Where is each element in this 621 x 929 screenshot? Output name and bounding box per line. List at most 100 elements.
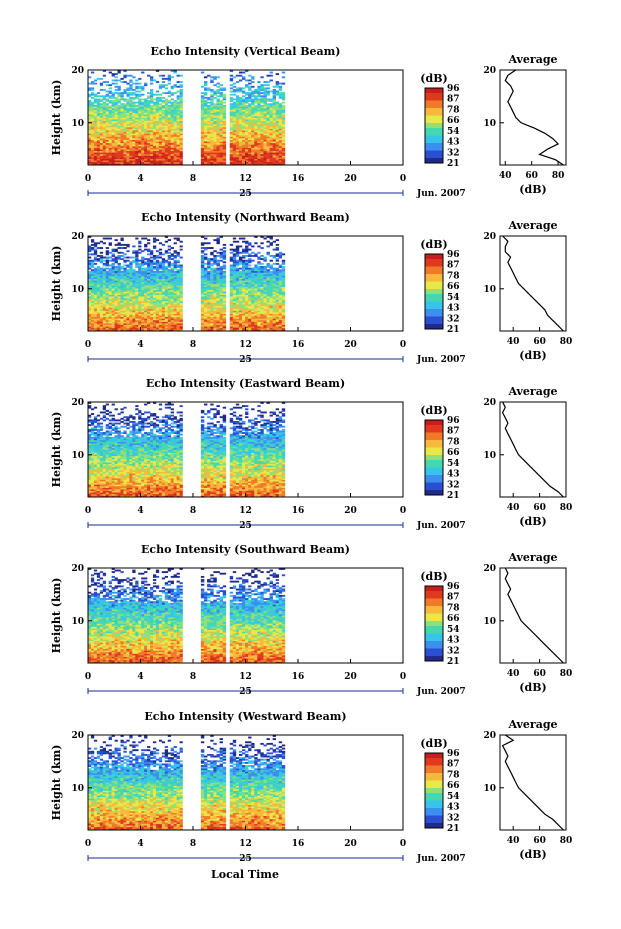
- heatmap-cell: [266, 134, 270, 137]
- heatmap-cell: [155, 250, 160, 253]
- heatmap-cell: [126, 326, 130, 329]
- heatmap-cell: [114, 85, 118, 88]
- x-tick-label: 0: [85, 174, 91, 184]
- heatmap-cell: [278, 131, 283, 134]
- heatmap-cell: [161, 114, 166, 117]
- heatmap-cell: [176, 90, 180, 93]
- heatmap-cell: [129, 79, 133, 82]
- heatmap-cell: [138, 161, 142, 164]
- heatmap-cell: [105, 103, 109, 106]
- heatmap-cell: [117, 157, 121, 159]
- heatmap-cell: [179, 100, 183, 102]
- heatmap-cell: [269, 131, 273, 134]
- heatmap-cell: [129, 85, 133, 88]
- heatmap-cell: [135, 319, 139, 322]
- heatmap-cell: [90, 326, 95, 329]
- heatmap-cell: [260, 152, 264, 155]
- heatmap-cell: [173, 163, 177, 166]
- heatmap-cell: [102, 122, 107, 125]
- heatmap-cell: [96, 130, 101, 133]
- heatmap-cell: [222, 133, 227, 136]
- heatmap-cell: [93, 157, 98, 159]
- heatmap-cell: [242, 127, 246, 129]
- heatmap-cell: [219, 141, 223, 144]
- heatmap-cell: [141, 321, 145, 324]
- heatmap-cell: [263, 142, 267, 145]
- heatmap-cell: [135, 131, 139, 134]
- heatmap-cell: [150, 114, 154, 117]
- heatmap-cell: [129, 153, 133, 156]
- heatmap-cell: [152, 130, 157, 133]
- heatmap-cell: [161, 112, 166, 115]
- heatmap-cell: [248, 117, 252, 120]
- heatmap-cell: [123, 147, 127, 150]
- heatmap-cell: [126, 163, 130, 166]
- heatmap-cell: [266, 147, 270, 150]
- heatmap-cell: [129, 139, 133, 142]
- heatmap-cell: [135, 82, 139, 85]
- heatmap-cell: [141, 141, 145, 144]
- heatmap-cell: [222, 163, 227, 166]
- heatmap-cell: [173, 85, 177, 88]
- heatmap-cell: [123, 324, 127, 327]
- heatmap-cell: [216, 82, 220, 85]
- heatmap-cell: [108, 120, 112, 123]
- heatmap-cell: [272, 92, 276, 95]
- heatmap-cell: [114, 120, 118, 123]
- heatmap-cell: [161, 136, 166, 139]
- heatmap-cell: [90, 82, 95, 85]
- heatmap-cell: [88, 150, 92, 153]
- heatmap-cell: [170, 147, 174, 150]
- heatmap-cell: [90, 321, 95, 324]
- heatmap-cell: [164, 111, 169, 114]
- heatmap-cell: [251, 155, 255, 158]
- heatmap-cell: [117, 329, 121, 332]
- heatmap-cell: [266, 142, 270, 145]
- heatmap-cell: [260, 161, 264, 164]
- heatmap-cell: [147, 134, 151, 137]
- heatmap-cell: [88, 93, 92, 96]
- heatmap-cell: [272, 89, 276, 91]
- heatmap-cell: [176, 237, 180, 240]
- heatmap-cell: [254, 139, 258, 142]
- heatmap-cell: [126, 329, 130, 332]
- heatmap-cell: [269, 133, 273, 136]
- heatmap-cell: [213, 106, 217, 109]
- heatmap-cell: [179, 144, 183, 147]
- heatmap-cell: [176, 109, 180, 112]
- heatmap-cell: [150, 95, 154, 98]
- heatmap-cell: [229, 70, 234, 72]
- heatmap-cell: [167, 239, 171, 242]
- heatmap-cell: [158, 130, 163, 133]
- heatmap-cell: [179, 142, 183, 145]
- heatmap-cell: [161, 108, 166, 110]
- heatmap-cell: [144, 323, 148, 325]
- heatmap-cell: [158, 125, 163, 128]
- heatmap-cell: [200, 92, 205, 95]
- heatmap-cell: [235, 89, 240, 91]
- heatmap-cell: [170, 123, 174, 126]
- heatmap-cell: [216, 90, 220, 93]
- heatmap-cell: [272, 111, 276, 114]
- heatmap-cell: [141, 152, 145, 155]
- heatmap-cell: [123, 327, 127, 330]
- heatmap-cell: [207, 242, 211, 245]
- heatmap-cell: [238, 155, 243, 158]
- heatmap-cell: [161, 141, 166, 144]
- heatmap-cell: [138, 115, 142, 118]
- heatmap-cell: [155, 153, 160, 156]
- heatmap-cell: [238, 157, 243, 159]
- heatmap-cell: [158, 155, 163, 158]
- heatmap-cell: [242, 138, 246, 140]
- heatmap-cell: [210, 89, 214, 91]
- heatmap-cell: [108, 90, 112, 93]
- heatmap-cell: [179, 160, 183, 163]
- heatmap-cell: [111, 158, 115, 161]
- heatmap-cell: [93, 109, 98, 112]
- heatmap-cell: [144, 149, 148, 152]
- heatmap-cell: [93, 125, 98, 128]
- heatmap-cell: [93, 324, 98, 327]
- heatmap-cell: [150, 131, 154, 134]
- heatmap-cell: [176, 141, 180, 144]
- heatmap-cell: [105, 98, 109, 101]
